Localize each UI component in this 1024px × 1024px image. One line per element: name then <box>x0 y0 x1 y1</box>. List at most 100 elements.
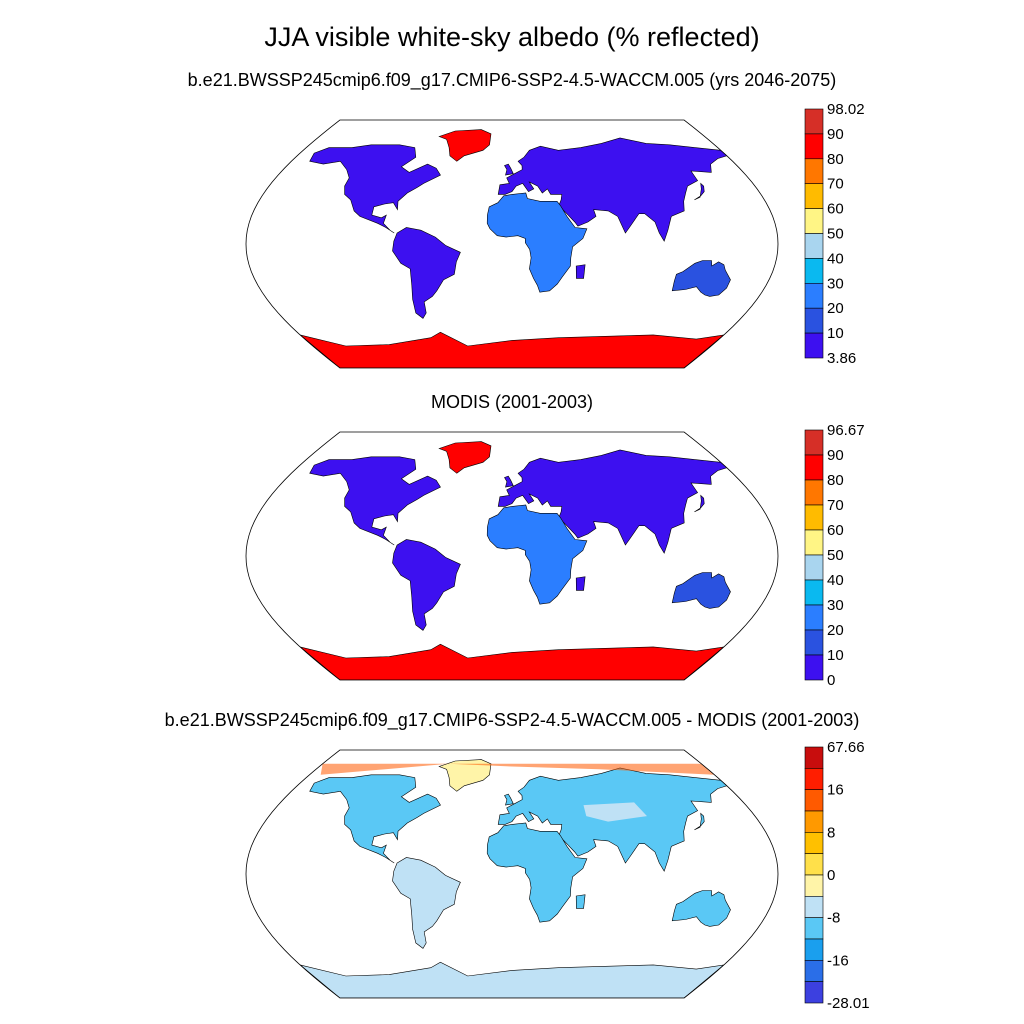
colorbar-swatch <box>804 208 824 234</box>
colorbar-swatch <box>804 938 824 961</box>
central-asia-negative <box>583 802 647 822</box>
colorbar-swatch <box>804 579 824 606</box>
colorbar-swatch <box>804 332 824 359</box>
colorbar-swatch <box>804 454 824 481</box>
colorbar-swatch <box>804 133 824 160</box>
colorbar-3: 67.66 16 8 0 -8 -16 -28.01 <box>804 739 870 1012</box>
colorbar-swatch <box>804 874 824 897</box>
land-sa <box>392 539 461 631</box>
colorbar-label: 80 <box>827 151 844 168</box>
colorbar-label: 20 <box>827 300 844 317</box>
colorbar-swatch <box>804 832 824 854</box>
colorbar-swatch <box>804 258 824 284</box>
colorbar-label: 60 <box>827 201 844 218</box>
arctic-warm-band <box>320 763 715 775</box>
colorbar-label: 0 <box>827 867 835 884</box>
colorbar-label: 70 <box>827 176 844 193</box>
colorbar-label: 50 <box>827 226 844 243</box>
colorbar-swatch <box>804 554 824 581</box>
colorbar-swatch <box>804 307 824 334</box>
land-grl <box>438 441 492 474</box>
colorbar-label: 10 <box>827 325 844 342</box>
colorbar-swatch <box>804 429 824 456</box>
land-aus <box>671 572 731 609</box>
colorbar-swatch <box>804 629 824 656</box>
land-jpn <box>694 812 705 831</box>
colorbar-label: 80 <box>827 472 844 489</box>
map-panel-1 <box>245 119 779 369</box>
panel-1-title: b.e21.BWSSP245cmip6.f09_g17.CMIP6-SSP2-4… <box>187 70 837 90</box>
land-aus <box>671 890 731 927</box>
colorbar-swatch <box>804 233 824 259</box>
colorbar-label: 8 <box>827 824 835 841</box>
panel-2-title: MODIS (2001-2003) <box>430 392 594 412</box>
colorbar-label: 16 <box>827 782 844 799</box>
land-sa <box>392 227 461 319</box>
colorbar-label: 30 <box>827 597 844 614</box>
map-outline <box>245 431 779 681</box>
land-mad <box>575 264 586 279</box>
colorbar-label: 50 <box>827 547 844 564</box>
map-outline <box>245 749 779 999</box>
colorbar-label: 10 <box>827 647 844 664</box>
colorbar-label: -16 <box>827 952 849 969</box>
land-uk <box>504 793 514 806</box>
colorbar-swatch <box>804 853 824 876</box>
colorbar-2: 96.67 90 80 70 60 50 40 30 20 10 0 <box>804 422 865 689</box>
colorbar-swatch <box>804 158 824 185</box>
colorbar-swatch <box>804 108 824 135</box>
land-grl <box>438 759 492 792</box>
colorbar-swatch <box>804 282 824 309</box>
colorbar-label: 0 <box>827 672 835 689</box>
map-panel-3 <box>245 749 779 999</box>
colorbar-label: -28.01 <box>827 995 870 1012</box>
land-uk <box>504 475 514 488</box>
land-sa <box>392 857 461 949</box>
colorbar-label: 30 <box>827 275 844 292</box>
colorbar-label: 40 <box>827 250 844 267</box>
colorbar-swatch <box>804 529 824 556</box>
colorbar-swatch <box>804 917 824 940</box>
colorbar-label: 40 <box>827 572 844 589</box>
land-afr <box>486 504 588 605</box>
land-mad <box>575 576 586 591</box>
colorbar-swatch <box>804 896 824 918</box>
map-panel-2 <box>245 431 779 681</box>
colorbar-label: 3.86 <box>827 350 856 367</box>
colorbar-label: 96.67 <box>827 422 865 439</box>
map-outline <box>245 119 779 369</box>
colorbar-swatch <box>804 604 824 631</box>
land-aus <box>671 260 731 297</box>
colorbar-swatch <box>804 789 824 812</box>
colorbar-label: -8 <box>827 910 840 927</box>
colorbar-label: 60 <box>827 522 844 539</box>
colorbar-swatch <box>804 183 824 209</box>
land-grl <box>438 129 492 162</box>
land-mad <box>575 894 586 909</box>
colorbar-label: 67.66 <box>827 739 865 756</box>
land-jpn <box>694 494 705 513</box>
colorbar-swatch <box>804 504 824 531</box>
land-na <box>309 774 441 864</box>
land-afr <box>486 822 588 923</box>
colorbar-swatch <box>804 960 824 982</box>
colorbar-label: 70 <box>827 497 844 514</box>
land-jpn <box>694 182 705 201</box>
land-na <box>309 456 441 546</box>
land-afr <box>486 192 588 293</box>
land-eur <box>497 449 728 554</box>
colorbar-swatch <box>804 746 824 769</box>
colorbar-label: 98.02 <box>827 101 865 118</box>
land-na <box>309 144 441 234</box>
colorbar-swatch <box>804 981 824 1004</box>
colorbar-label: 20 <box>827 622 844 639</box>
colorbar-swatch <box>804 654 824 681</box>
colorbar-swatch <box>804 810 824 833</box>
colorbar-1: 98.02 90 80 70 60 50 40 30 20 10 3.86 <box>804 101 865 367</box>
colorbar-label: 90 <box>827 126 844 143</box>
land-eur <box>497 137 728 242</box>
colorbar-swatch <box>804 479 824 506</box>
colorbar-swatch <box>804 768 824 790</box>
land-uk <box>504 163 514 176</box>
